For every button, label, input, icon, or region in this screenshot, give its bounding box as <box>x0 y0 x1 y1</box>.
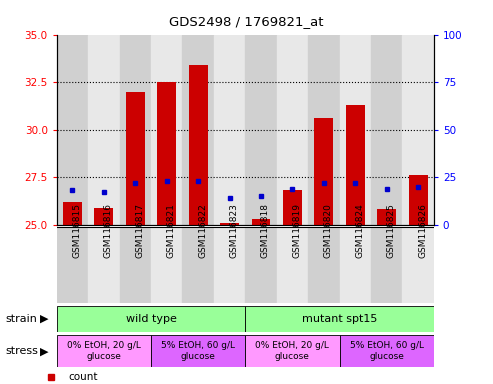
Bar <box>57 35 88 225</box>
Bar <box>214 35 246 225</box>
Text: GSM116820: GSM116820 <box>324 203 333 258</box>
Text: GDS2498 / 1769821_at: GDS2498 / 1769821_at <box>169 15 324 28</box>
Bar <box>346 105 365 225</box>
Bar <box>245 335 340 367</box>
Bar <box>371 35 402 225</box>
Bar <box>57 306 245 332</box>
Bar <box>245 227 277 303</box>
Text: GSM116817: GSM116817 <box>135 203 144 258</box>
Bar <box>94 207 113 225</box>
Bar <box>308 35 340 225</box>
Bar <box>340 35 371 225</box>
Bar <box>119 227 151 303</box>
Bar <box>402 35 434 225</box>
Bar <box>182 227 214 303</box>
Bar <box>251 219 270 225</box>
Bar <box>377 209 396 225</box>
Bar <box>315 118 333 225</box>
Bar <box>151 335 245 367</box>
Text: GSM116824: GSM116824 <box>355 203 364 258</box>
Text: GSM116822: GSM116822 <box>198 203 207 258</box>
Bar <box>402 227 434 303</box>
Text: GSM116816: GSM116816 <box>104 203 113 258</box>
Bar <box>57 227 88 303</box>
Bar <box>119 35 151 225</box>
Bar <box>371 227 402 303</box>
Text: GSM116821: GSM116821 <box>167 203 176 258</box>
Bar <box>151 35 182 225</box>
Bar <box>189 65 208 225</box>
Bar <box>157 82 176 225</box>
Bar <box>409 175 427 225</box>
Text: 5% EtOH, 60 g/L
glucose: 5% EtOH, 60 g/L glucose <box>350 341 423 361</box>
Text: GSM116823: GSM116823 <box>230 203 239 258</box>
Bar <box>340 227 371 303</box>
Bar <box>182 35 214 225</box>
Bar <box>126 92 145 225</box>
Bar <box>88 35 119 225</box>
Bar <box>308 227 340 303</box>
Bar <box>214 227 246 303</box>
Text: wild type: wild type <box>126 314 176 324</box>
Bar <box>151 227 182 303</box>
Text: 5% EtOH, 60 g/L
glucose: 5% EtOH, 60 g/L glucose <box>161 341 235 361</box>
Text: stress: stress <box>5 346 38 356</box>
Text: mutant spt15: mutant spt15 <box>302 314 377 324</box>
Bar <box>283 190 302 225</box>
Bar <box>220 223 239 225</box>
Bar <box>245 35 277 225</box>
Text: GSM116818: GSM116818 <box>261 203 270 258</box>
Text: GSM116819: GSM116819 <box>292 203 301 258</box>
Bar <box>340 335 434 367</box>
Text: GSM116815: GSM116815 <box>72 203 81 258</box>
Bar <box>277 227 308 303</box>
Text: 0% EtOH, 20 g/L
glucose: 0% EtOH, 20 g/L glucose <box>255 341 329 361</box>
Text: GSM116825: GSM116825 <box>387 203 396 258</box>
Bar <box>88 227 119 303</box>
Text: ▶: ▶ <box>40 314 49 324</box>
Text: ▶: ▶ <box>40 346 49 356</box>
Text: strain: strain <box>5 314 37 324</box>
Text: 0% EtOH, 20 g/L
glucose: 0% EtOH, 20 g/L glucose <box>67 341 141 361</box>
Bar <box>277 35 308 225</box>
Text: count: count <box>69 372 98 382</box>
Text: GSM116826: GSM116826 <box>418 203 427 258</box>
Bar <box>245 306 434 332</box>
Bar <box>63 202 82 225</box>
Bar <box>57 335 151 367</box>
